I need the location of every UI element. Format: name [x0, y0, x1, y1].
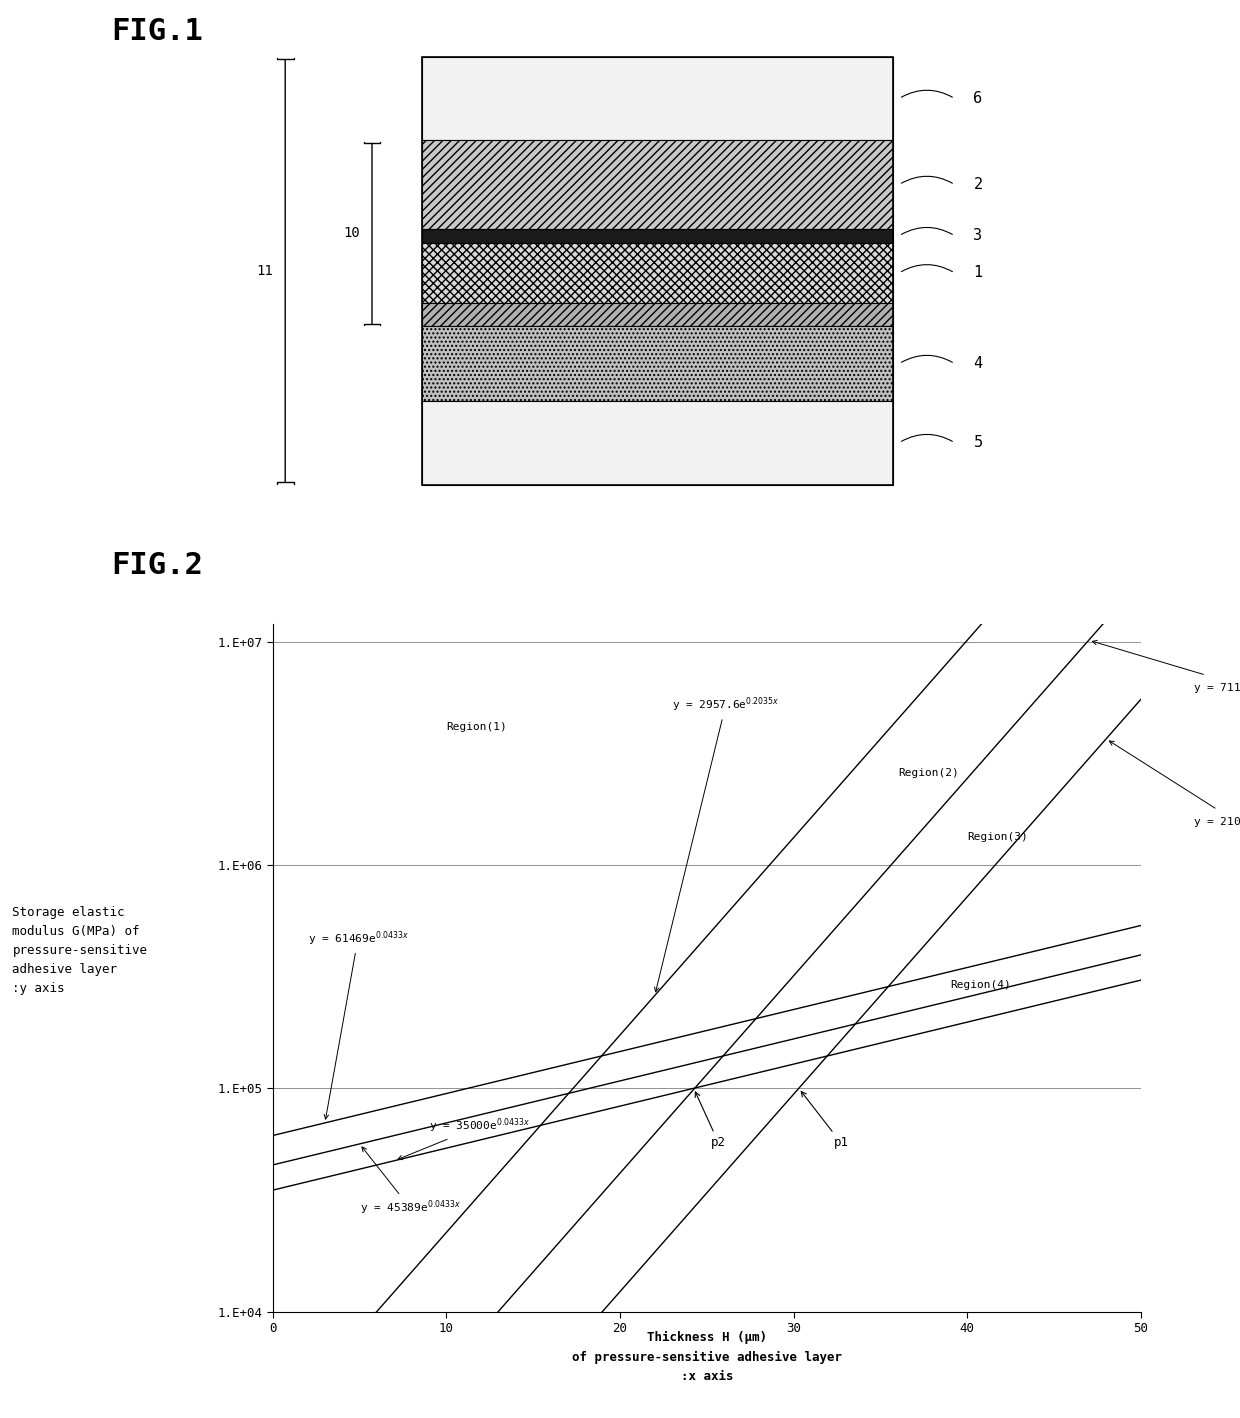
Text: FIG.2: FIG.2	[112, 552, 203, 580]
Text: Region(1): Region(1)	[446, 723, 507, 733]
Text: 1: 1	[973, 265, 982, 281]
Bar	[422, 228, 893, 242]
Text: y = 711.88e$^{0.2035x}$: y = 711.88e$^{0.2035x}$	[1092, 641, 1240, 696]
Text: Region(4): Region(4)	[950, 980, 1011, 990]
Bar	[422, 57, 893, 140]
Text: Region(3): Region(3)	[967, 831, 1028, 841]
Text: p1: p1	[801, 1092, 848, 1150]
Text: FIG.1: FIG.1	[112, 17, 203, 45]
Text: 2: 2	[973, 177, 982, 191]
Text: Region(2): Region(2)	[898, 769, 959, 778]
Text: 4: 4	[973, 356, 982, 372]
Bar	[422, 303, 893, 326]
Text: 10: 10	[342, 227, 360, 241]
Text: y = 61469e$^{0.0433x}$: y = 61469e$^{0.0433x}$	[308, 929, 408, 1119]
Bar	[422, 242, 893, 303]
Text: 5: 5	[973, 435, 982, 451]
Text: p2: p2	[696, 1092, 727, 1150]
Bar	[422, 140, 893, 228]
Text: 3: 3	[973, 228, 982, 244]
Text: 6: 6	[973, 91, 982, 106]
Bar	[422, 326, 893, 401]
Text: Storage elastic
modulus G(MPa) of
pressure-sensitive
adhesive layer
:y axis: Storage elastic modulus G(MPa) of pressu…	[12, 906, 148, 994]
Text: y = 2957.6e$^{0.2035x}$: y = 2957.6e$^{0.2035x}$	[655, 696, 779, 991]
Text: y = 35000e$^{0.0433x}$: y = 35000e$^{0.0433x}$	[398, 1117, 529, 1160]
Text: 11: 11	[255, 264, 273, 278]
Text: Thickness H (μm)
of pressure-sensitive adhesive layer
:x axis: Thickness H (μm) of pressure-sensitive a…	[572, 1332, 842, 1383]
Text: y = 45389e$^{0.0433x}$: y = 45389e$^{0.0433x}$	[360, 1147, 460, 1217]
Text: y = 210e$^{0.2035x}$: y = 210e$^{0.2035x}$	[1110, 742, 1240, 831]
Bar	[422, 57, 893, 485]
Bar	[422, 401, 893, 485]
